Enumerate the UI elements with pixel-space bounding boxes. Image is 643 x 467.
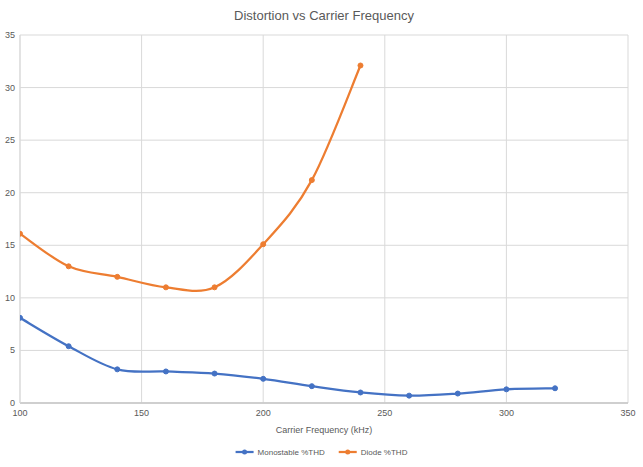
- series-marker: [212, 371, 217, 376]
- background: [0, 0, 643, 467]
- legend-item: Diode %THD: [339, 448, 408, 457]
- series-marker: [66, 344, 71, 349]
- title: Distortion vs Carrier Frequency: [234, 8, 414, 23]
- series-marker: [66, 264, 71, 269]
- legend-label: Diode %THD: [361, 448, 408, 457]
- y-grid-line: [20, 350, 628, 351]
- x-grid-line: [20, 35, 21, 403]
- series-marker: [212, 285, 217, 290]
- series-marker: [261, 242, 266, 247]
- y-tick-label: 25: [5, 135, 15, 145]
- series-marker: [115, 274, 120, 279]
- legend: Monostable %THD Diode %THD: [236, 448, 408, 457]
- y-tick-label: 20: [5, 188, 15, 198]
- series-marker: [20, 231, 23, 236]
- x-tick-label: 100: [12, 408, 27, 418]
- y-tick-label: 35: [5, 30, 15, 40]
- x-axis-label: Carrier Frequency (kHz): [276, 425, 373, 435]
- x-grid-line: [141, 35, 142, 403]
- y-tick-label: 30: [5, 83, 15, 93]
- series-marker: [358, 63, 363, 68]
- y-grid-line: [20, 245, 628, 246]
- x-grid-line: [506, 35, 507, 403]
- x-axis: [20, 403, 628, 404]
- y-grid-line: [20, 403, 628, 404]
- series-marker: [115, 367, 120, 372]
- chart: Distortion vs Carrier Frequency 0 5 10 15 20 2…: [0, 0, 643, 467]
- legend-label: Monostable %THD: [258, 448, 325, 457]
- y-grid-line: [20, 140, 628, 141]
- y-grid-line: [20, 35, 628, 36]
- legend-item: Monostable %THD: [236, 448, 325, 457]
- series-marker: [163, 285, 168, 290]
- y-tick-label: 5: [10, 345, 15, 355]
- plot-area: [20, 63, 558, 398]
- y-tick-label: 15: [5, 240, 15, 250]
- x-tick-label: 150: [134, 408, 149, 418]
- series-marker: [163, 369, 168, 374]
- x-tick-label: 250: [377, 408, 392, 418]
- series-marker: [20, 315, 23, 320]
- series-marker: [309, 178, 314, 183]
- x-tick-label: 200: [256, 408, 271, 418]
- series-marker: [358, 390, 363, 395]
- y-grid-line: [20, 87, 628, 88]
- series-marker: [553, 386, 558, 391]
- series-marker: [261, 376, 266, 381]
- x-tick-label: 350: [620, 408, 635, 418]
- y-grid-line: [20, 192, 628, 193]
- series-marker: [504, 387, 509, 392]
- series-line: [20, 65, 360, 290]
- x-grid-line: [628, 35, 629, 403]
- series-marker: [407, 393, 412, 398]
- y-grid-line: [20, 297, 628, 298]
- x-grid-line: [263, 35, 264, 403]
- legend-marker: [242, 450, 247, 455]
- x-tick-label: 300: [499, 408, 514, 418]
- series-line: [20, 318, 555, 396]
- y-tick-label: 0: [10, 398, 15, 408]
- y-axis: [20, 35, 21, 403]
- series-marker: [455, 391, 460, 396]
- x-grid-line: [384, 35, 385, 403]
- series-marker: [309, 384, 314, 389]
- legend-marker: [345, 450, 350, 455]
- y-tick-label: 10: [5, 293, 15, 303]
